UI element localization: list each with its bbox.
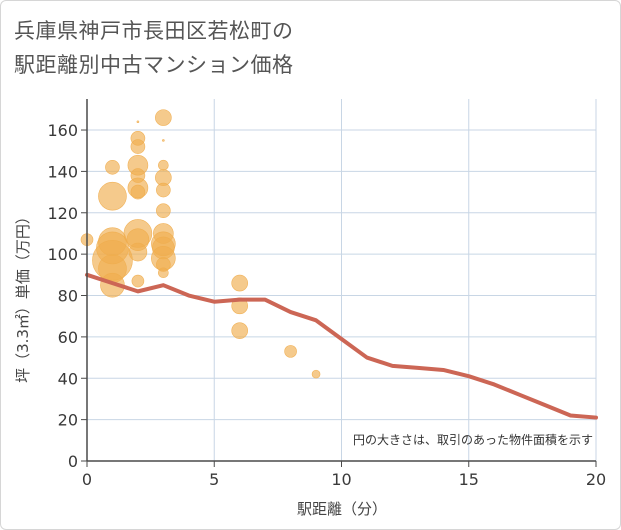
data-point-bubble-24 xyxy=(156,203,171,219)
data-point-bubble-20 xyxy=(162,139,165,142)
x-tick-label-10: 10 xyxy=(331,470,351,489)
chart-title: 兵庫県神戸市長田区若松町の 駅距離別中古マンション価格 xyxy=(14,14,294,82)
data-point-bubble-2 xyxy=(98,181,127,211)
data-point-bubble-31 xyxy=(231,274,248,292)
chart-title-line-1: 兵庫県神戸市長田区若松町の xyxy=(14,19,294,43)
x-tick-label-20: 20 xyxy=(586,470,606,489)
x-tick-label-0: 0 xyxy=(82,470,92,489)
y-tick-label-40: 40 xyxy=(58,369,78,388)
data-point-bubble-18 xyxy=(131,274,145,288)
x-tick-label-15: 15 xyxy=(459,470,479,489)
data-point-bubble-19 xyxy=(155,109,172,126)
data-point-bubble-8 xyxy=(136,120,140,124)
y-tick-label-80: 80 xyxy=(58,287,78,306)
data-point-bubble-30 xyxy=(158,267,169,279)
bubble-size-note: 円の大きさは、取引のあった物件面積を示す xyxy=(353,432,593,447)
average-price-line xyxy=(85,272,598,420)
data-point-bubble-35 xyxy=(311,369,321,379)
x-axis-label: 駅距離（分） xyxy=(297,500,387,518)
y-tick-label-60: 60 xyxy=(58,328,78,347)
data-point-bubble-10 xyxy=(130,139,146,154)
y-tick-label-160: 160 xyxy=(47,121,78,140)
data-point-bubble-14 xyxy=(130,184,146,200)
y-axis-label: 坪（3.3㎡）単価（万円） xyxy=(14,209,32,383)
bubble-layer xyxy=(80,109,321,379)
y-tick-label-20: 20 xyxy=(58,411,78,430)
y-tick-label-120: 120 xyxy=(47,204,78,223)
chart-title-line-2: 駅距離別中古マンション価格 xyxy=(14,53,294,77)
y-tick-label-100: 100 xyxy=(47,245,78,264)
average-line-layer xyxy=(85,272,598,420)
x-tick-label-5: 5 xyxy=(209,470,219,489)
y-tick-label-0: 0 xyxy=(68,452,78,471)
data-point-bubble-33 xyxy=(231,322,248,339)
axis-layer: 0 20 40 60 80 100 120 140 160 0 5 10 15 20 xyxy=(47,99,606,489)
y-tick-label-140: 140 xyxy=(47,162,78,181)
grid-layer xyxy=(87,99,597,461)
data-point-bubble-1 xyxy=(105,159,120,175)
data-point-bubble-23 xyxy=(156,182,171,198)
data-point-bubble-21 xyxy=(158,159,169,171)
data-point-bubble-34 xyxy=(284,345,297,358)
data-point-bubble-17 xyxy=(128,242,148,262)
